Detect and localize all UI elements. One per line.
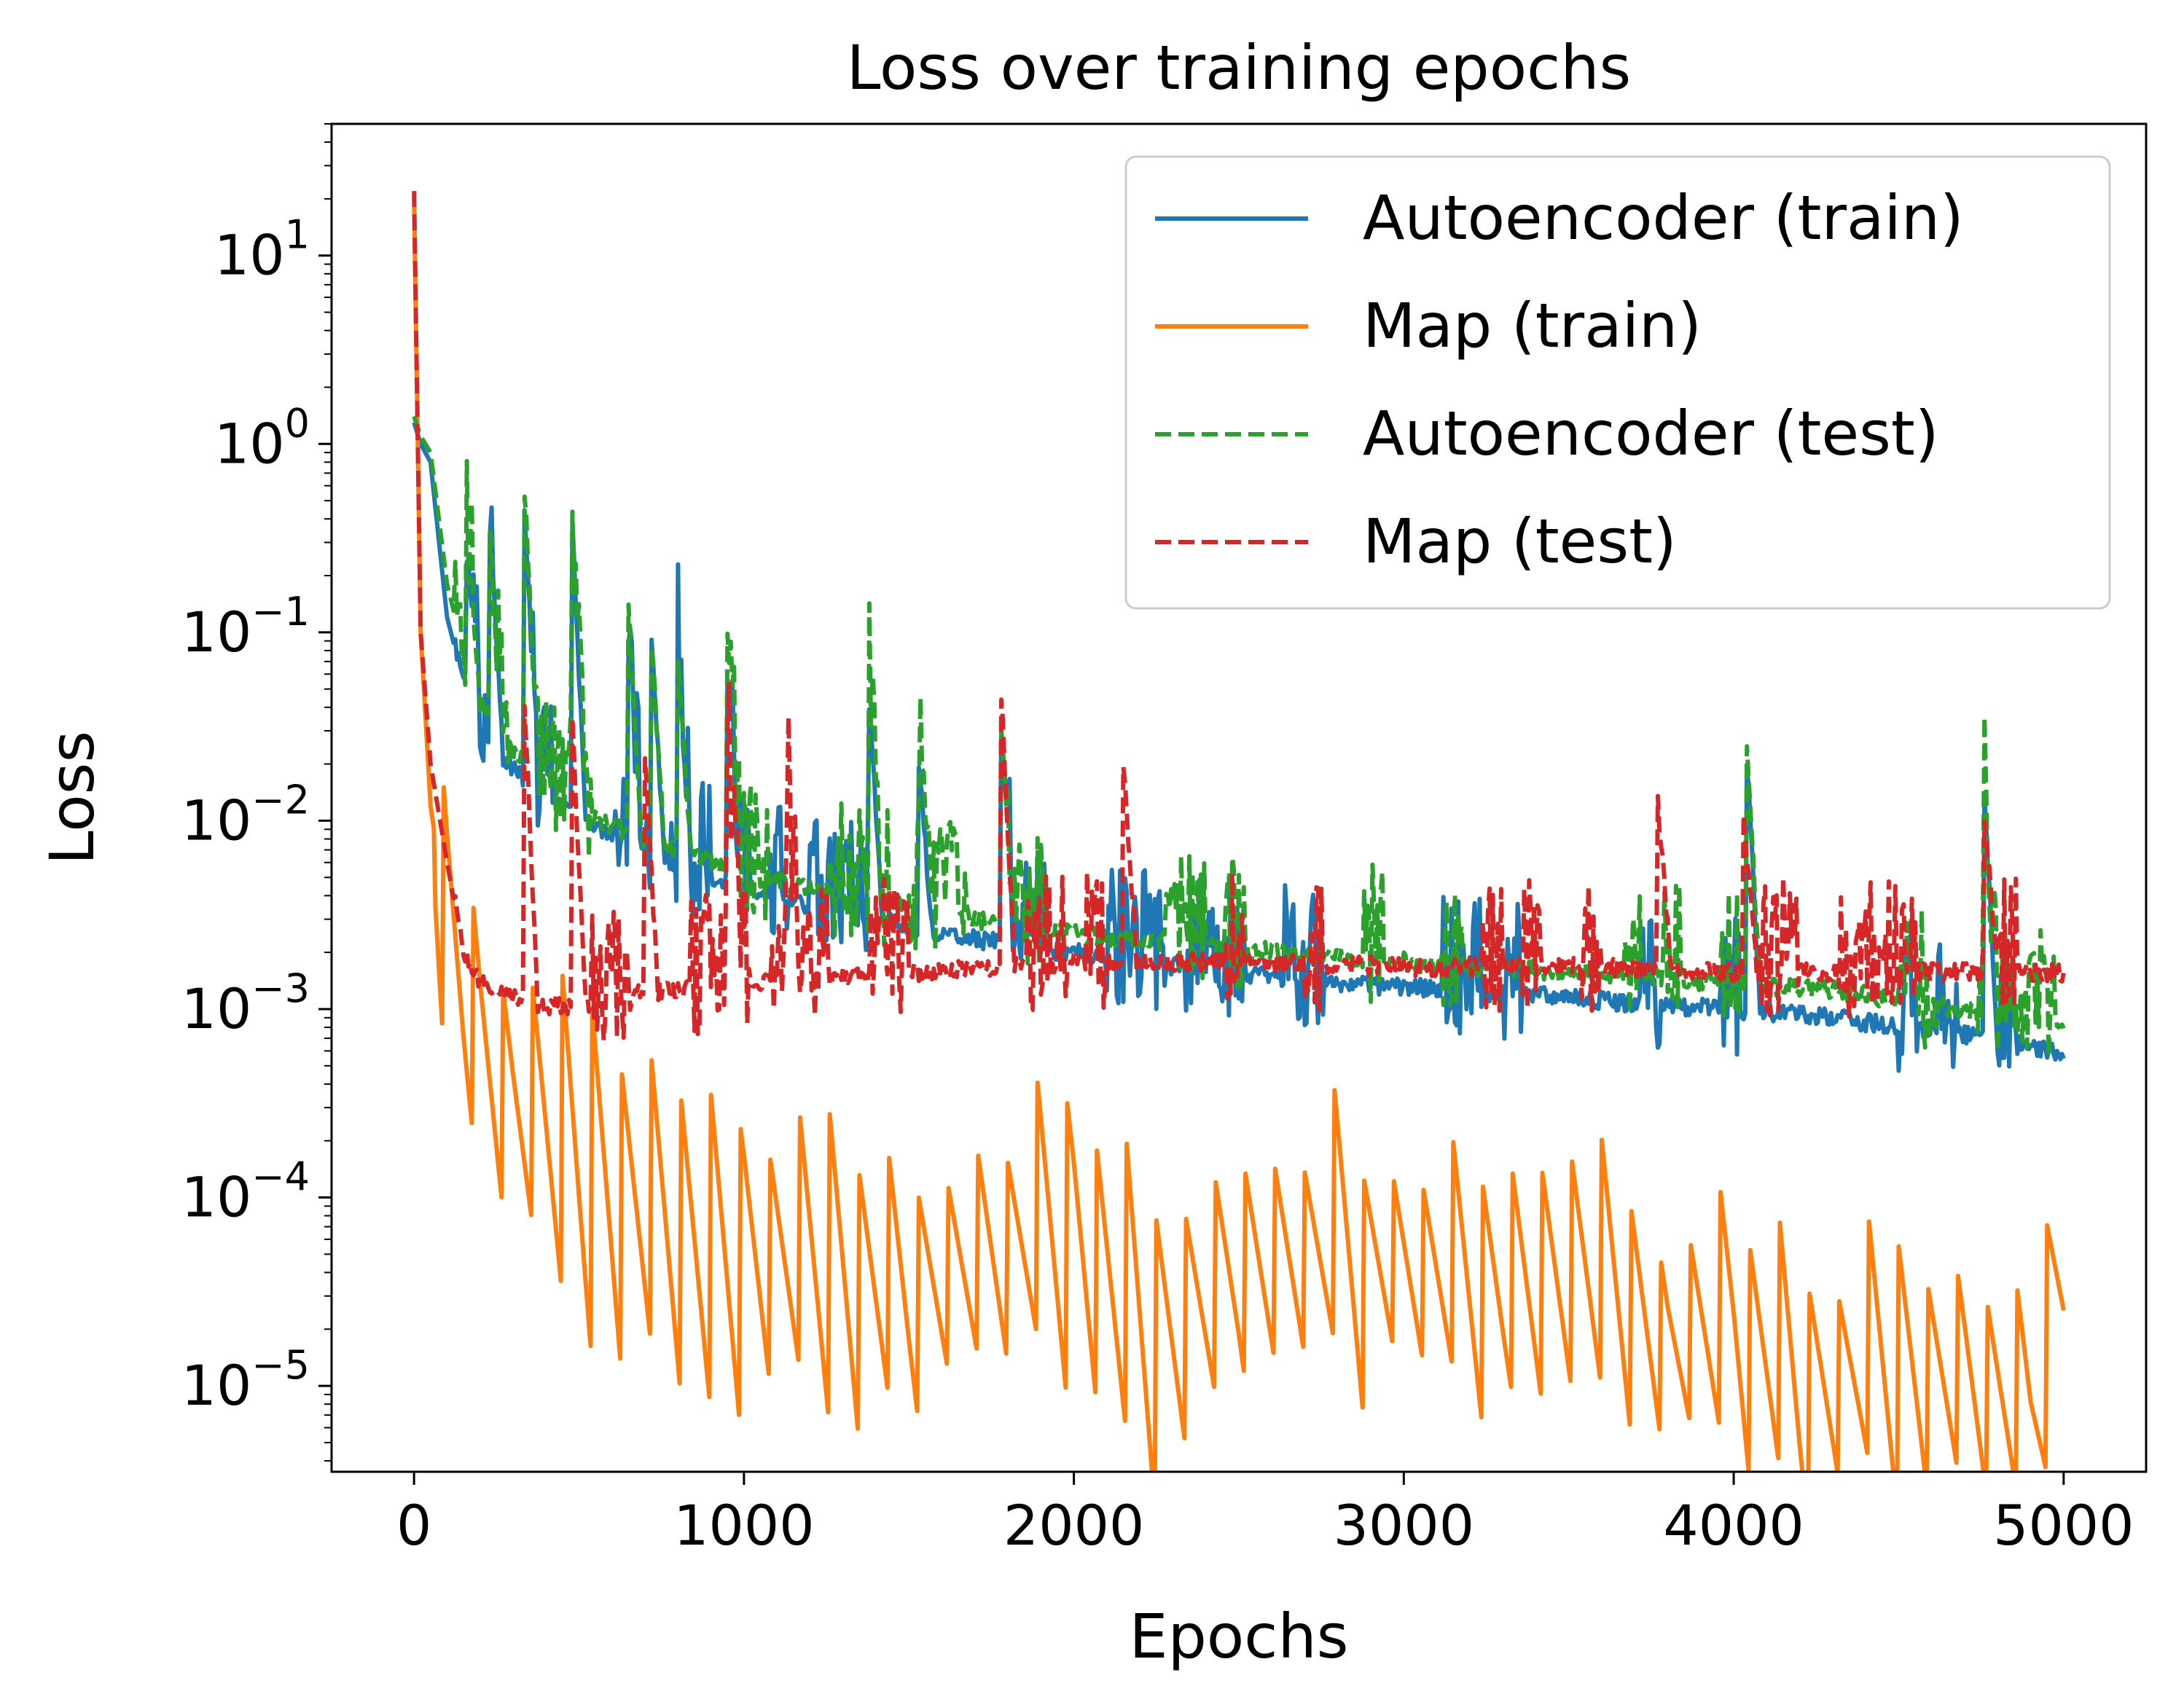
- x-tick-label: 0: [396, 1493, 431, 1558]
- y-tick-label: 10−1: [181, 589, 310, 664]
- x-tick-label: 3000: [1334, 1493, 1474, 1558]
- y-tick-label: 10−4: [181, 1154, 310, 1230]
- y-tick-label: 100: [214, 400, 310, 476]
- y-tick-exponent: −2: [251, 777, 310, 823]
- series-line-1: [412, 198, 2066, 1472]
- legend: Autoencoder (train) Map (train) Autoencode…: [1124, 155, 2111, 610]
- x-tick-label: 2000: [1003, 1493, 1144, 1558]
- y-tick-label: 10−5: [181, 1342, 310, 1418]
- chart-title: Loss over training epochs: [847, 32, 1632, 103]
- y-tick-base: 10: [181, 788, 252, 852]
- x-tick-label: 4000: [1663, 1493, 1804, 1558]
- x-axis-title: Epochs: [1130, 1601, 1349, 1672]
- x-tick-label: 5000: [1993, 1493, 2134, 1558]
- y-tick-base: 10: [181, 1353, 252, 1418]
- legend-label: Autoencoder (train): [1363, 182, 1964, 254]
- y-tick-base: 10: [181, 976, 252, 1041]
- y-tick-label: 10−3: [181, 965, 310, 1041]
- x-axis: 0 1000 2000 3000 4000 5000: [396, 1472, 2134, 1558]
- y-tick-exponent: 0: [285, 400, 310, 446]
- plot-frame: [330, 122, 2148, 1473]
- y-tick-label: 101: [214, 212, 310, 288]
- legend-box: [1124, 155, 2111, 610]
- y-tick-label: 10−2: [181, 777, 310, 852]
- y-tick-base: 10: [214, 223, 285, 288]
- y-axis-title: Loss: [36, 731, 108, 865]
- series-line-2: [412, 415, 2066, 1058]
- y-tick-base: 10: [181, 600, 252, 664]
- legend-label: Autoencoder (test): [1363, 398, 1939, 469]
- series-layer: [412, 191, 2066, 1472]
- y-tick-exponent: −1: [251, 589, 310, 635]
- series-line-3: [412, 191, 2066, 1043]
- y-tick-exponent: 1: [285, 212, 310, 258]
- y-tick-exponent: −4: [251, 1154, 310, 1200]
- y-tick-exponent: −5: [251, 1342, 310, 1388]
- y-tick-exponent: −3: [251, 965, 310, 1011]
- legend-label: Map (train): [1363, 290, 1702, 361]
- x-tick-label: 1000: [673, 1493, 814, 1558]
- y-tick-base: 10: [214, 411, 285, 476]
- legend-label: Map (test): [1363, 506, 1677, 577]
- y-tick-base: 10: [181, 1165, 252, 1230]
